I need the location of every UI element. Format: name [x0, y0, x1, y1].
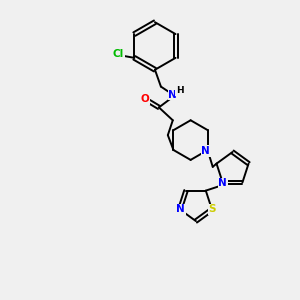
Text: O: O	[141, 94, 149, 104]
Text: S: S	[208, 205, 216, 214]
Text: N: N	[168, 89, 177, 100]
Text: N: N	[218, 178, 227, 188]
Text: Cl: Cl	[113, 49, 124, 59]
Text: H: H	[176, 86, 184, 95]
Text: N: N	[176, 205, 185, 214]
Text: N: N	[201, 146, 210, 156]
